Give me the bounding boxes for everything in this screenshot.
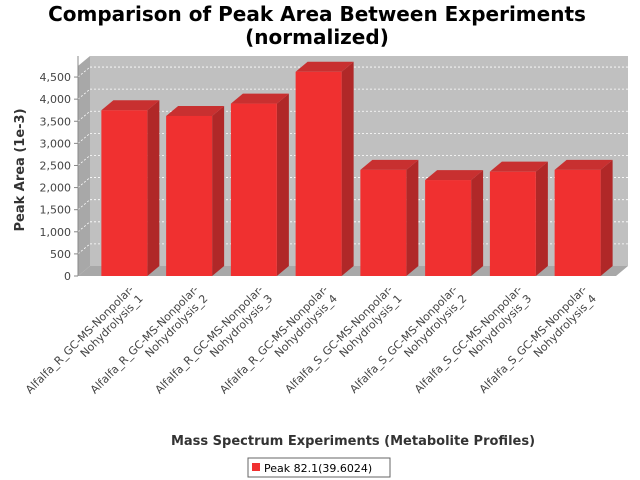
y-tick-label: 2,000 — [40, 182, 72, 195]
y-tick-label: 1,000 — [40, 226, 72, 239]
bar-top — [425, 170, 484, 181]
bar-front — [166, 115, 213, 277]
bar — [230, 93, 289, 276]
x-category-label: Alfalfa_R_GC-MS-Nonpolar-Nohydrolysis_3 — [153, 283, 276, 406]
gridline-side — [77, 88, 91, 100]
bar-side — [147, 100, 160, 276]
bar-top — [295, 61, 354, 72]
y-tick-label: 1,500 — [40, 204, 72, 217]
gridline-side — [77, 243, 91, 255]
gridline-side — [77, 66, 91, 78]
y-tick-label: 2,500 — [40, 159, 72, 172]
chart-title-line-1: Comparison of Peak Area Between Experime… — [48, 2, 586, 26]
legend: Peak 82.1(39.6024) — [247, 457, 391, 478]
bar — [166, 105, 225, 277]
gridline-side — [77, 177, 91, 188]
bar-top — [166, 105, 225, 116]
x-category-label: Alfalfa_S_GC-MS-Nonpolar-Nohydrolysis_1 — [283, 283, 405, 405]
bar — [554, 159, 613, 276]
bar-side — [600, 159, 613, 276]
x-category-label: Alfalfa_S_GC-MS-Nonpolar-Nohydrolysis_2 — [347, 283, 469, 405]
legend-label: Peak 82.1(39.6024) — [264, 462, 372, 475]
y-axis-label: Peak Area (1e-3) — [13, 108, 28, 231]
gridline-side — [77, 199, 91, 210]
bar-front — [489, 171, 536, 276]
bar — [489, 161, 548, 276]
gridline-side — [77, 133, 91, 144]
y-tick-label: 4,500 — [40, 71, 72, 84]
bar-front — [554, 169, 601, 276]
plot-left-wall — [78, 56, 90, 276]
y-tick-label: 3,500 — [40, 115, 72, 128]
bar-side — [535, 161, 548, 276]
bar-side — [471, 170, 484, 276]
bar-side — [276, 93, 289, 276]
x-category-label: Alfalfa_R_GC-MS-Nonpolar-Nohydrolysis_2 — [88, 283, 211, 406]
gridline-side — [77, 110, 91, 122]
bar-front — [360, 169, 407, 276]
bar — [425, 170, 484, 276]
bar-front — [295, 71, 342, 276]
bar — [360, 159, 419, 276]
bar-front — [230, 103, 277, 276]
gridline-side — [77, 221, 91, 233]
bar-side — [341, 61, 354, 276]
bar-top — [554, 159, 613, 170]
bar-top — [489, 161, 548, 172]
y-axis-ticks: 0 500 1,000 1,500 2,000 2,500 3,000 3,500 4,000 4… — [40, 71, 78, 283]
x-category-label: Alfalfa_S_GC-MS-Nonpolar-Nohydrolysis_4 — [477, 283, 599, 405]
bar-front — [425, 180, 472, 276]
bar-side — [406, 159, 419, 276]
x-axis-categories: Alfalfa_R_GC-MS-Nonpolar-Nohydrolysis_1A… — [23, 283, 599, 406]
x-category-label: Alfalfa_S_GC-MS-Nonpolar-Nohydrolysis_3 — [412, 283, 534, 405]
bar-top — [230, 93, 289, 104]
y-tick-label: 4,000 — [40, 93, 72, 106]
gridline-side — [77, 155, 91, 166]
y-tick-label: 0 — [64, 270, 71, 283]
bars — [101, 61, 613, 277]
bar-front — [101, 110, 148, 276]
bar — [101, 100, 160, 276]
bar-top — [101, 100, 160, 111]
x-axis-label: Mass Spectrum Experiments (Metabolite Pr… — [171, 434, 535, 449]
x-category-label: Alfalfa_R_GC-MS-Nonpolar-Nohydrolysis_1 — [23, 283, 146, 406]
bar — [295, 61, 354, 276]
y-tick-label: 3,000 — [40, 137, 72, 150]
legend-swatch — [252, 463, 260, 471]
legend-box — [247, 457, 391, 478]
chart-title-line-2: (normalized) — [245, 25, 389, 49]
y-tick-label: 500 — [50, 248, 71, 261]
x-category-label: Alfalfa_R_GC-MS-Nonpolar-Nohydrolysis_4 — [217, 283, 340, 406]
bar-side — [212, 105, 225, 277]
bar-top — [360, 159, 419, 170]
